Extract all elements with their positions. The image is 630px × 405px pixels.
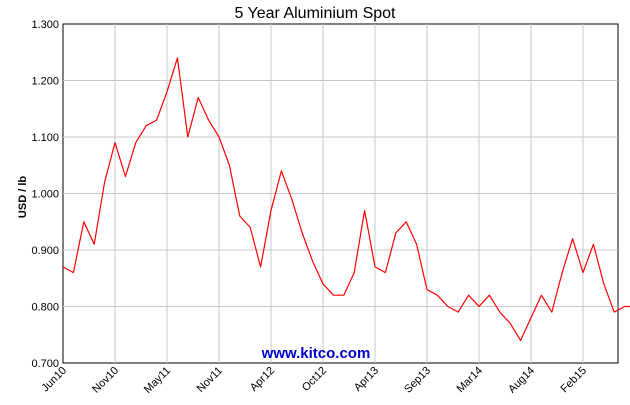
x-tick-label: Sep13 — [402, 365, 433, 396]
series-group — [62, 57, 630, 341]
chart-title: 5 Year Aluminium Spot — [235, 5, 397, 22]
series-line — [62, 57, 630, 341]
y-tick-label: 1.100 — [31, 132, 59, 144]
y-tick-label: 0.700 — [31, 358, 59, 370]
x-axis-ticks: Jun10 Nov10 May11 Nov11 Apr12 Oct12 Apr13 Sep13… — [39, 365, 589, 396]
y-tick-label: 0.800 — [31, 302, 59, 314]
y-tick-label: 1.300 — [31, 19, 59, 31]
x-tick-label: Mar14 — [455, 365, 486, 396]
y-axis-ticks: 0.700 0.800 0.900 1.000 1.100 1.200 1.300 — [31, 19, 59, 370]
x-tick-label: Nov10 — [90, 365, 121, 396]
x-tick-label: May11 — [142, 365, 173, 396]
x-tick-label: Nov11 — [195, 365, 225, 395]
x-tick-label: Feb15 — [559, 365, 590, 396]
y-tick-label: 0.900 — [31, 245, 59, 257]
watermark: www.kitco.com — [261, 345, 371, 362]
grid — [63, 24, 618, 363]
x-tick-label: Oct12 — [300, 365, 329, 394]
x-tick-label: Apr12 — [248, 365, 277, 394]
y-tick-label: 1.000 — [31, 189, 59, 201]
y-tick-label: 1.200 — [31, 76, 59, 88]
x-tick-label: Apr13 — [352, 365, 381, 394]
x-tick-label: Aug14 — [506, 365, 537, 396]
y-axis-label: USD / lb — [17, 176, 29, 218]
